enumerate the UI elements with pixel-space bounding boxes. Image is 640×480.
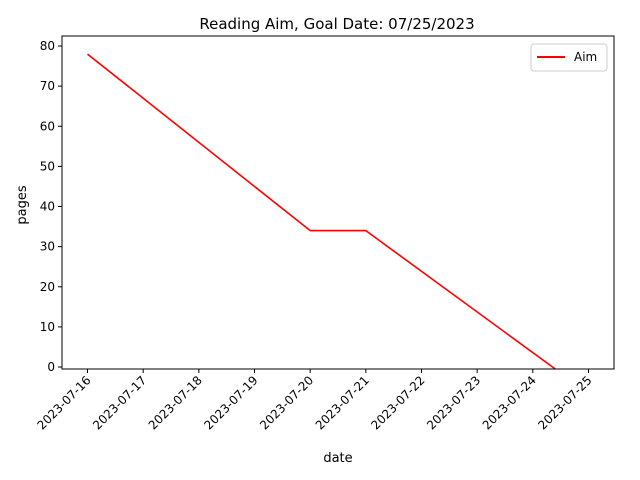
y-tick-label: 30 [40,240,55,254]
x-tick-label: 2023-07-23 [424,373,483,432]
legend: Aim [530,43,608,72]
x-tick-label: 2023-07-24 [480,373,539,432]
y-tick-label: 0 [47,360,55,374]
y-tick-label: 20 [40,280,55,294]
series-line-aim [87,53,556,370]
y-axis-label: pages [15,185,30,224]
x-axis: 2023-07-162023-07-172023-07-182023-07-19… [34,369,595,432]
y-tick-label: 40 [40,200,55,214]
y-tick-label: 10 [40,320,55,334]
y-tick-label: 80 [40,39,55,53]
x-tick-label: 2023-07-25 [535,373,594,432]
x-tick-label: 2023-07-20 [257,373,316,432]
x-tick-label: 2023-07-21 [313,373,372,432]
legend-label-aim: Aim [574,50,597,64]
x-axis-label: date [323,451,352,466]
x-tick-label: 2023-07-16 [34,373,93,432]
plot-frame [61,35,615,370]
legend-box [530,43,608,72]
y-tick-label: 50 [40,159,55,173]
x-tick-label: 2023-07-22 [368,373,427,432]
x-tick-label: 2023-07-17 [90,373,149,432]
y-tick-label: 70 [40,79,55,93]
y-axis: 0 10 20 30 40 50 60 70 80 [40,39,62,374]
x-tick-label: 2023-07-19 [201,373,260,432]
plot-area [87,53,556,370]
y-tick-label: 60 [40,119,55,133]
chart-title: Reading Aim, Goal Date: 07/25/2023 [199,15,474,33]
x-tick-label: 2023-07-18 [146,373,205,432]
